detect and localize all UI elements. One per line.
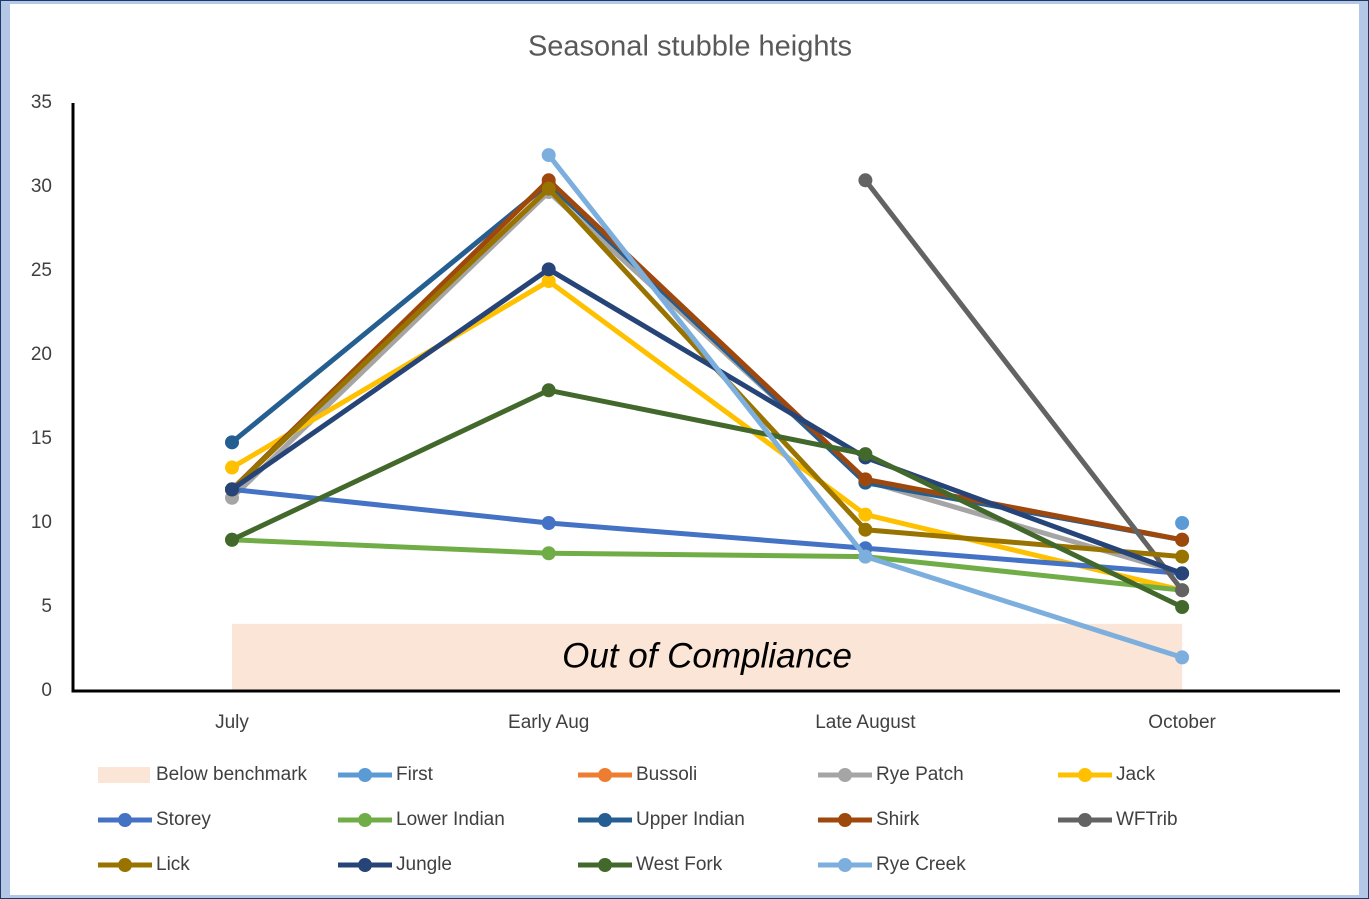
series-marker bbox=[541, 516, 556, 530]
series-marker bbox=[1175, 532, 1190, 547]
legend-label: Jack bbox=[1116, 764, 1156, 785]
series-line bbox=[231, 486, 1183, 576]
y-tick-label: 35 bbox=[31, 92, 52, 113]
legend-marker bbox=[598, 813, 612, 827]
legend-label: Storey bbox=[156, 809, 211, 830]
series-line bbox=[230, 177, 1183, 543]
series-line bbox=[230, 278, 1183, 593]
series-marker bbox=[1175, 650, 1190, 665]
x-tick-label: Late August bbox=[815, 712, 916, 733]
series-marker bbox=[1175, 549, 1190, 564]
x-tick-label: October bbox=[1148, 712, 1216, 733]
series-marker bbox=[858, 447, 873, 462]
legend-label: Shirk bbox=[876, 809, 920, 830]
legend-label: Rye Creek bbox=[876, 854, 966, 875]
series-marker bbox=[858, 173, 873, 188]
series-marker bbox=[541, 181, 556, 196]
legend-label: Bussoli bbox=[636, 764, 697, 785]
series-line bbox=[231, 537, 1183, 593]
series-marker bbox=[1175, 583, 1190, 598]
legend-marker bbox=[358, 768, 372, 782]
legend-label: First bbox=[396, 764, 434, 785]
legend-marker bbox=[118, 858, 132, 872]
y-tick-label: 10 bbox=[31, 512, 52, 533]
series-marker bbox=[541, 383, 556, 398]
series-marker bbox=[225, 435, 239, 450]
legend-marker bbox=[838, 858, 852, 872]
annotation: Out of Compliance bbox=[562, 636, 852, 675]
chart-area bbox=[10, 4, 1359, 895]
series-marker bbox=[858, 522, 873, 537]
series-marker bbox=[541, 262, 556, 277]
legend-label: Lick bbox=[156, 854, 190, 875]
y-tick-label: 15 bbox=[31, 428, 52, 449]
y-tick-label: 20 bbox=[31, 344, 52, 365]
series-marker bbox=[1175, 566, 1190, 581]
chart-title: Seasonal stubble heights bbox=[528, 31, 852, 63]
legend-label: Upper Indian bbox=[636, 809, 745, 830]
series-marker bbox=[541, 148, 556, 163]
y-tick-label: 25 bbox=[31, 260, 52, 281]
x-tick-label: July bbox=[215, 712, 249, 733]
legend-marker bbox=[1078, 768, 1092, 782]
series-line bbox=[863, 178, 1185, 592]
legend-marker bbox=[598, 768, 612, 782]
series-marker bbox=[858, 507, 873, 522]
series-marker bbox=[225, 532, 239, 547]
legend-marker bbox=[358, 858, 372, 872]
legend-marker bbox=[838, 813, 852, 827]
legend-swatch bbox=[98, 767, 150, 783]
legend-marker bbox=[838, 768, 852, 782]
legend-marker bbox=[118, 813, 132, 827]
y-tick-label: 30 bbox=[31, 176, 52, 197]
legend-marker bbox=[1078, 813, 1092, 827]
legend-label: WFTrib bbox=[1116, 809, 1178, 830]
legend-label: Jungle bbox=[396, 854, 452, 875]
legend-label: Lower Indian bbox=[396, 809, 505, 830]
series-marker bbox=[225, 460, 239, 475]
series-marker bbox=[858, 549, 873, 564]
y-tick-label: 0 bbox=[41, 680, 52, 701]
legend-label: Below benchmark bbox=[156, 764, 308, 785]
series-line bbox=[230, 387, 1184, 610]
series-marker bbox=[225, 482, 239, 497]
series-line bbox=[230, 266, 1183, 576]
legend-label: Rye Patch bbox=[876, 764, 964, 785]
series-marker bbox=[541, 546, 556, 561]
legend-marker bbox=[598, 858, 612, 872]
y-tick-label: 5 bbox=[41, 596, 52, 617]
series-marker bbox=[858, 472, 873, 487]
benchmark-band bbox=[232, 623, 1183, 691]
series-marker bbox=[1175, 600, 1190, 614]
x-tick-label: Early Aug bbox=[508, 712, 589, 733]
legend-label: West Fork bbox=[636, 854, 723, 875]
legend-marker bbox=[358, 813, 372, 827]
series-marker bbox=[1175, 516, 1190, 530]
series-marker bbox=[541, 274, 556, 289]
